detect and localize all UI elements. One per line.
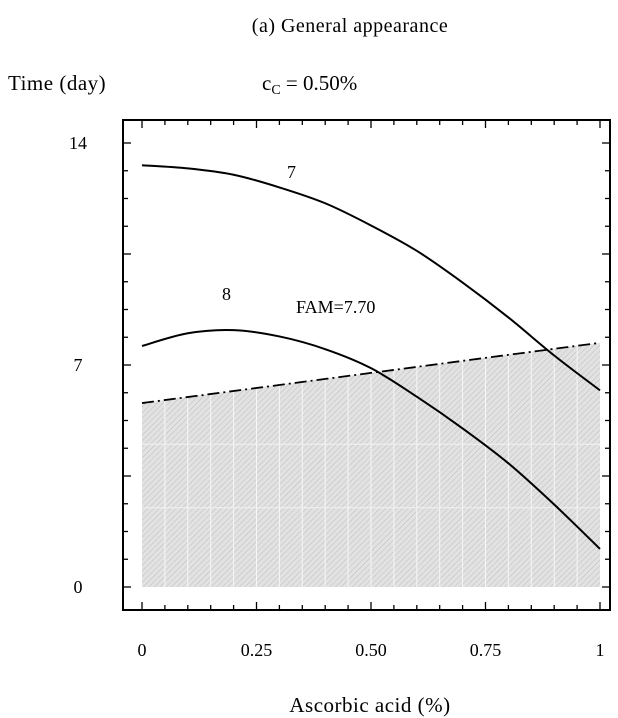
series-line-1 — [141, 328, 601, 550]
tick-label-layer: 0 0.25 0.50 0.75 1 0 7 14 — [69, 133, 605, 660]
tick-layer — [123, 120, 610, 610]
series-line-2 — [141, 341, 601, 404]
x-tick-label: 0.75 — [470, 640, 502, 660]
condition-label: cC = 0.50% — [262, 71, 357, 98]
chart-title: (a) General appearance — [252, 15, 448, 37]
x-axis-label: Ascorbic acid (%) — [289, 693, 450, 717]
series-label-8: 8 — [222, 284, 231, 304]
x-tick-label: 0.25 — [241, 640, 273, 660]
series-layer — [141, 164, 601, 550]
y-tick-label: 14 — [69, 133, 87, 153]
x-tick-label: 1 — [596, 640, 605, 660]
y-axis-label: Time (day) — [8, 71, 106, 95]
x-tick-label: 0.50 — [355, 640, 387, 660]
y-tick-label: 0 — [74, 577, 83, 597]
x-tick-label: 0 — [138, 640, 147, 660]
series-label-fam: FAM=7.70 — [296, 297, 375, 317]
series-line-0 — [141, 164, 601, 392]
series-label-7: 7 — [287, 162, 296, 182]
shade-stripe-layer — [142, 345, 600, 587]
y-tick-label: 7 — [74, 355, 83, 375]
